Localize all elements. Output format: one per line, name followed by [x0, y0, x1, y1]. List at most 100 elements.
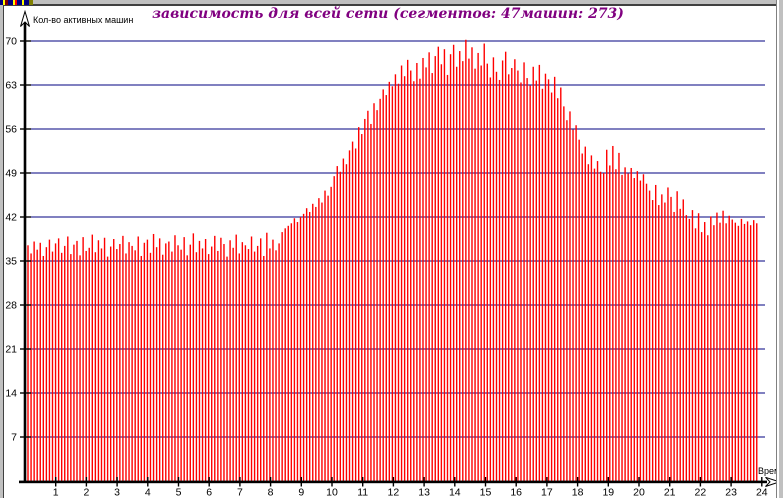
bar	[621, 174, 623, 481]
bar	[312, 203, 314, 481]
bar	[165, 243, 167, 481]
bar	[330, 186, 332, 482]
bar	[569, 111, 571, 481]
bar	[501, 60, 504, 482]
bar	[520, 82, 522, 481]
bar	[247, 249, 250, 481]
bar	[508, 74, 510, 481]
bar	[263, 255, 265, 481]
bar	[79, 255, 81, 481]
bar	[174, 235, 176, 481]
bar	[128, 242, 130, 481]
window-titlebar-fragment[interactable]	[0, 0, 33, 5]
bar	[198, 240, 201, 481]
bar	[76, 240, 78, 481]
bar	[746, 221, 749, 482]
bar	[183, 237, 185, 481]
x-tick-label: 6	[206, 487, 212, 498]
bar	[685, 215, 688, 482]
bar	[459, 51, 461, 482]
bar	[446, 74, 449, 481]
bar	[354, 148, 357, 482]
bar	[309, 211, 311, 481]
bar	[42, 255, 45, 481]
bar	[624, 167, 626, 481]
bar	[667, 187, 669, 481]
bar	[315, 206, 317, 481]
bar	[109, 246, 112, 481]
bar	[217, 250, 219, 481]
bar	[471, 47, 473, 481]
bar	[541, 88, 544, 481]
y-axis-arrow-icon	[20, 9, 30, 27]
bar	[422, 57, 424, 482]
bar	[385, 95, 387, 482]
y-axis-caption: Кол-во активных машин	[33, 15, 134, 25]
bar	[563, 106, 565, 481]
bar	[211, 246, 213, 481]
bar	[122, 235, 124, 481]
bar	[302, 213, 305, 481]
bar	[434, 56, 436, 482]
bar	[627, 173, 629, 481]
bar	[615, 169, 617, 481]
bar	[581, 153, 583, 482]
bar	[357, 127, 360, 482]
bar	[587, 164, 590, 481]
x-tick-label: 14	[449, 487, 461, 498]
x-tick-label: 10	[326, 487, 338, 498]
y-tick-label: 14	[5, 388, 17, 400]
bar	[676, 191, 678, 481]
x-tick-label: 19	[602, 487, 614, 498]
bar	[410, 70, 412, 481]
bar	[287, 225, 289, 481]
bar	[180, 249, 182, 481]
bar	[716, 212, 718, 481]
bar	[119, 244, 121, 481]
bar	[523, 62, 525, 482]
x-tick-label: 21	[664, 487, 676, 498]
bar	[125, 253, 127, 481]
y-tick-label: 35	[5, 256, 17, 268]
bar	[618, 152, 620, 481]
bar	[266, 232, 268, 481]
bar	[673, 211, 675, 481]
bar	[158, 238, 161, 481]
bar	[477, 52, 479, 482]
bar	[572, 129, 574, 481]
bar	[351, 141, 354, 481]
bar	[406, 59, 409, 482]
bar	[94, 252, 97, 481]
bar	[324, 190, 326, 482]
bar	[192, 233, 195, 481]
bar	[664, 202, 666, 481]
bar	[749, 225, 752, 481]
bar	[146, 239, 149, 481]
bar	[284, 228, 286, 481]
bar	[281, 232, 283, 481]
bar	[602, 173, 605, 481]
bar	[379, 98, 381, 481]
bar	[226, 256, 228, 481]
bar	[633, 178, 635, 481]
bar	[376, 110, 378, 481]
bar	[697, 213, 700, 481]
bar	[688, 218, 691, 482]
bar	[462, 61, 464, 482]
bar	[370, 123, 372, 482]
x-tick-label: 17	[541, 487, 553, 498]
bar	[116, 249, 118, 481]
y-tick-label: 42	[5, 212, 17, 224]
bar	[651, 200, 654, 481]
x-tick-label: 20	[633, 487, 645, 498]
bar	[468, 58, 470, 482]
bar	[642, 174, 645, 481]
bar	[700, 232, 703, 481]
bar	[235, 234, 237, 481]
x-tick-label: 11	[357, 487, 368, 498]
bar	[553, 76, 556, 481]
bar	[299, 217, 302, 481]
bar	[428, 52, 430, 482]
bar	[232, 247, 234, 481]
